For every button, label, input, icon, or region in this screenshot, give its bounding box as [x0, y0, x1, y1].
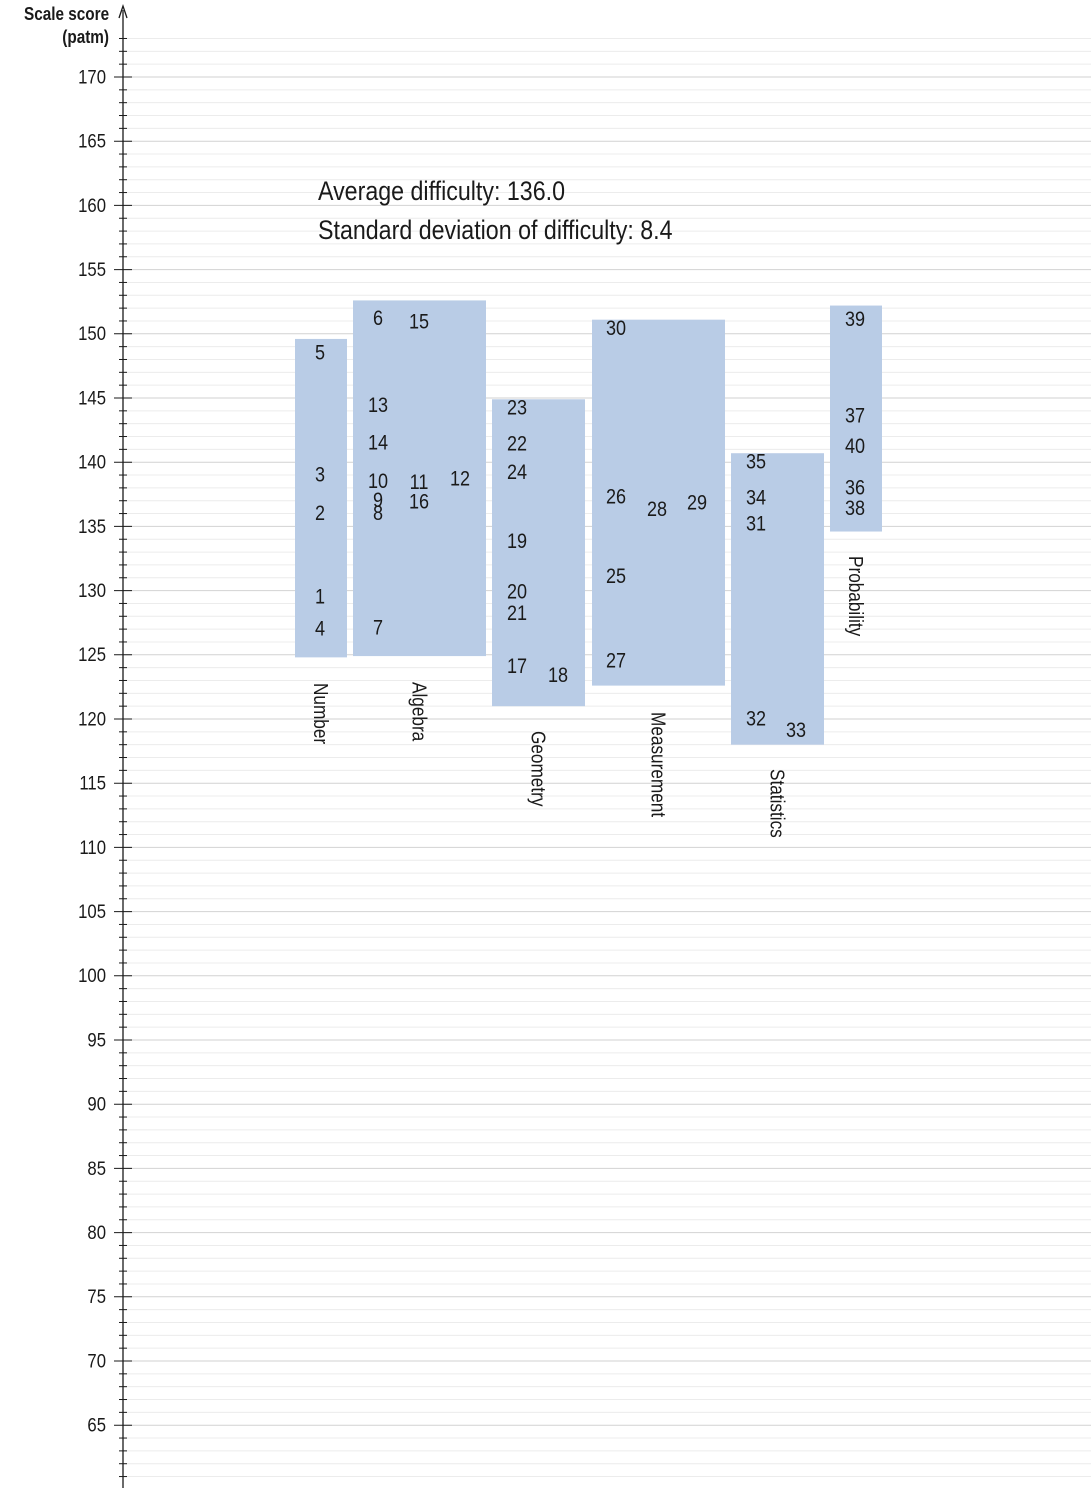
[object SVGGElement]: 105 — [78, 901, 106, 922]
[object SVGGElement]: 21 — [507, 602, 527, 626]
[object SVGGElement]: 39 — [845, 308, 865, 332]
[object SVGGElement]: 40 — [845, 435, 865, 459]
gridlines — [123, 37, 1091, 1478]
[object SVGGElement]: 28 — [647, 498, 667, 522]
[object SVGGElement]: 16 — [409, 490, 429, 514]
std-deviation-note: Standard deviation of difficulty: 8.4 — [318, 215, 673, 245]
[object SVGGElement]: 65 — [87, 1415, 106, 1436]
strand-band-geometry — [492, 399, 585, 707]
average-difficulty-note: Average difficulty: 136.0 — [318, 176, 565, 206]
[object SVGGElement]: 25 — [606, 565, 626, 589]
[object SVGGElement]: 9 — [373, 489, 383, 513]
[object SVGGElement]: 110 — [79, 837, 106, 858]
[object SVGGElement]: 11 — [410, 471, 429, 495]
[object SVGGElement]: 140 — [78, 452, 106, 473]
[object SVGGElement]: Algebra — [408, 682, 431, 742]
[object SVGGElement]: 95 — [87, 1029, 106, 1050]
[object SVGGElement]: 115 — [79, 773, 106, 794]
[object SVGGElement]: 8 — [373, 502, 383, 526]
[object SVGGElement]: 165 — [78, 131, 106, 152]
[object SVGGElement]: 22 — [507, 432, 527, 456]
[object SVGGElement]: Statistics — [766, 769, 789, 838]
[object SVGGElement]: 125 — [78, 644, 106, 665]
[object SVGGElement]: 30 — [606, 317, 626, 341]
strand-band-probability — [830, 305, 882, 532]
strand-band-algebra — [353, 300, 486, 657]
[object SVGGElement]: 100 — [78, 965, 106, 986]
[object SVGGElement]: 3 — [315, 463, 325, 487]
[object SVGGElement]: 7 — [373, 616, 383, 640]
[object SVGGElement]: 37 — [845, 404, 865, 428]
[object SVGGElement]: 70 — [87, 1350, 106, 1371]
[object SVGGElement]: 2 — [315, 502, 325, 526]
[object SVGGElement]: 1 — [315, 585, 325, 609]
[object SVGGElement]: Measurement — [647, 712, 670, 818]
[object SVGGElement]: 31 — [746, 512, 766, 536]
[object SVGGElement]: 85 — [87, 1158, 106, 1179]
[object SVGGElement]: Number — [310, 683, 333, 744]
[object SVGGElement]: 6 — [373, 307, 383, 331]
[object SVGGElement]: 34 — [746, 486, 766, 510]
y-axis-title-line2: (patm) — [62, 27, 109, 47]
[object SVGGElement]: 75 — [87, 1286, 106, 1307]
[object SVGGElement]: 130 — [78, 580, 106, 601]
[object SVGGElement]: 80 — [87, 1222, 106, 1243]
y-axis-title-line1: Scale score — [23, 4, 109, 24]
[object SVGGElement]: 18 — [548, 664, 568, 688]
[object SVGGElement]: 90 — [87, 1094, 106, 1115]
[object SVGGElement]: 38 — [845, 497, 865, 521]
strand-bands — [295, 300, 882, 745]
strand-band-statistics — [731, 453, 824, 745]
y-axis: 65 70 75 80 85 90 95 100 105 110 115 120 125 130 135 14… — [78, 3, 132, 1488]
[object SVGGElement]: 15 — [409, 310, 429, 334]
y-axis-arrow — [118, 3, 128, 19]
[object SVGGElement]: 17 — [507, 655, 527, 679]
[object SVGGElement]: 33 — [786, 719, 806, 743]
[object SVGGElement]: 135 — [78, 516, 106, 537]
strand-band-number — [295, 338, 347, 658]
[object SVGGElement]: 120 — [78, 708, 106, 729]
strand-band-measurement — [592, 319, 725, 686]
[object SVGGElement]: Probability — [845, 556, 868, 637]
[object SVGGElement]: 13 — [368, 394, 388, 418]
[object SVGGElement]: 24 — [507, 461, 527, 485]
[object SVGGElement]: 155 — [78, 259, 106, 280]
[object SVGGElement]: 36 — [845, 476, 865, 500]
[object SVGGElement]: 5 — [315, 341, 325, 365]
[object SVGGElement]: 145 — [78, 387, 106, 408]
[object SVGGElement]: 29 — [687, 491, 707, 515]
[object SVGGElement]: Geometry — [527, 731, 550, 807]
[object SVGGElement]: 12 — [450, 467, 470, 491]
[object SVGGElement]: 27 — [606, 649, 626, 673]
[object SVGGElement]: 26 — [606, 485, 626, 509]
[object SVGGElement]: 10 — [368, 470, 388, 494]
[object SVGGElement]: 32 — [746, 707, 766, 731]
[object SVGGElement]: 14 — [368, 431, 388, 455]
strand-labels: Number Algebra Geometry Measurement Statisti… — [310, 556, 868, 838]
[object SVGGElement]: 23 — [507, 396, 527, 420]
[object SVGGElement]: 170 — [78, 66, 106, 87]
[object SVGGElement]: 160 — [78, 195, 106, 216]
[object SVGGElement]: 4 — [315, 617, 325, 641]
[object SVGGElement]: 35 — [746, 450, 766, 474]
[object SVGGElement]: 19 — [507, 530, 527, 554]
[object SVGGElement]: 20 — [507, 580, 527, 604]
[object SVGGElement]: 150 — [78, 323, 106, 344]
